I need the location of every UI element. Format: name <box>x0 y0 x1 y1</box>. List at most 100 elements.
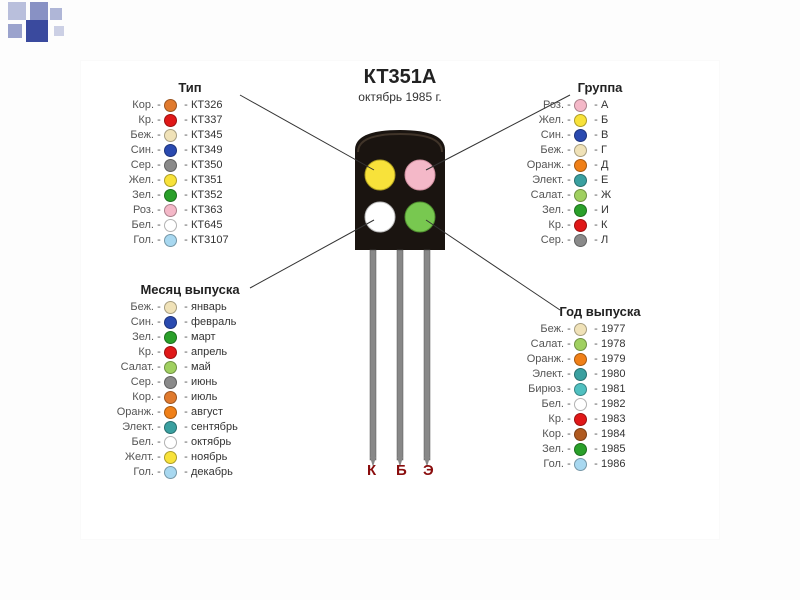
color-swatch <box>164 451 177 464</box>
legend-value: В <box>601 128 608 143</box>
legend-abbr: Сер. <box>100 375 154 390</box>
legend-group: Группа Роз.-- АЖел.-- БСин.-- ВБеж.-- ГО… <box>510 80 690 248</box>
dash: - <box>154 188 164 203</box>
dash: - <box>154 143 164 158</box>
legend-abbr: Зел. <box>510 203 564 218</box>
legend-row: Роз.-- КТ363 <box>100 203 280 218</box>
color-swatch <box>574 144 587 157</box>
dash: - <box>591 128 601 143</box>
legend-abbr: Гол. <box>510 457 564 472</box>
legend-row: Беж.-- КТ345 <box>100 128 280 143</box>
dash: - <box>181 143 191 158</box>
legend-row: Зел.-- И <box>510 203 690 218</box>
legend-row: Кор.-- КТ326 <box>100 98 280 113</box>
legend-month-rows: Беж.-- январьСин.-- февральЗел.-- мартКр… <box>100 300 280 480</box>
legend-abbr: Роз. <box>510 98 564 113</box>
legend-abbr: Беж. <box>100 128 154 143</box>
dash: - <box>564 322 574 337</box>
dash: - <box>181 465 191 480</box>
legend-abbr: Салат. <box>510 188 564 203</box>
legend-value: июль <box>191 390 217 405</box>
color-swatch <box>164 159 177 172</box>
corner-decoration <box>0 0 110 55</box>
legend-row: Син.-- КТ349 <box>100 143 280 158</box>
legend-abbr: Жел. <box>510 113 564 128</box>
legend-abbr: Зел. <box>510 442 564 457</box>
legend-row: Элект.-- Е <box>510 173 690 188</box>
color-swatch <box>574 234 587 247</box>
legend-abbr: Беж. <box>510 322 564 337</box>
legend-value: 1983 <box>601 412 625 427</box>
dash: - <box>591 233 601 248</box>
legend-value: КТ645 <box>191 218 222 233</box>
dash: - <box>181 435 191 450</box>
dash: - <box>181 218 191 233</box>
legend-abbr: Беж. <box>510 143 564 158</box>
color-swatch <box>574 219 587 232</box>
color-swatch <box>164 174 177 187</box>
legend-value: 1981 <box>601 382 625 397</box>
legend-abbr: Бел. <box>100 435 154 450</box>
legend-value: Л <box>601 233 608 248</box>
color-swatch <box>574 383 587 396</box>
legend-abbr: Элект. <box>510 367 564 382</box>
color-swatch <box>164 99 177 112</box>
dash: - <box>564 158 574 173</box>
legend-row: Сер.-- КТ350 <box>100 158 280 173</box>
color-swatch <box>574 353 587 366</box>
legend-row: Сер.-- июнь <box>100 375 280 390</box>
legend-abbr: Кор. <box>100 98 154 113</box>
dash: - <box>181 98 191 113</box>
color-swatch <box>164 129 177 142</box>
dash: - <box>181 113 191 128</box>
legend-row: Элект.-- сентябрь <box>100 420 280 435</box>
legend-row: Зел.-- март <box>100 330 280 345</box>
legend-value: 1986 <box>601 457 625 472</box>
legend-year-rows: Беж.-- 1977Салат.-- 1978Оранж.-- 1979Эле… <box>510 322 690 472</box>
legend-row: Гол.-- декабрь <box>100 465 280 480</box>
legend-abbr: Кор. <box>510 427 564 442</box>
legend-value: Б <box>601 113 608 128</box>
legend-abbr: Салат. <box>510 337 564 352</box>
dash: - <box>181 375 191 390</box>
legend-abbr: Кр. <box>510 412 564 427</box>
color-swatch <box>164 144 177 157</box>
dash: - <box>564 442 574 457</box>
dash: - <box>564 367 574 382</box>
legend-value: Г <box>601 143 607 158</box>
dash: - <box>154 330 164 345</box>
color-swatch <box>574 458 587 471</box>
color-swatch <box>164 189 177 202</box>
legend-type-rows: Кор.-- КТ326Кр.-- КТ337Беж.-- КТ345Син.-… <box>100 98 280 248</box>
dash: - <box>154 158 164 173</box>
legend-row: Жел.-- Б <box>510 113 690 128</box>
dash: - <box>154 315 164 330</box>
legend-row: Син.-- февраль <box>100 315 280 330</box>
dash: - <box>154 405 164 420</box>
legend-row: Беж.-- Г <box>510 143 690 158</box>
color-swatch <box>164 376 177 389</box>
color-swatch <box>574 99 587 112</box>
legend-abbr: Жел. <box>100 173 154 188</box>
legend-row: Бел.-- КТ645 <box>100 218 280 233</box>
legend-row: Син.-- В <box>510 128 690 143</box>
legend-value: КТ345 <box>191 128 222 143</box>
legend-row: Оранж.-- Д <box>510 158 690 173</box>
color-swatch <box>574 159 587 172</box>
legend-value: КТ326 <box>191 98 222 113</box>
legend-value: ноябрь <box>191 450 227 465</box>
dash: - <box>154 218 164 233</box>
legend-value: август <box>191 405 223 420</box>
legend-value: КТ337 <box>191 113 222 128</box>
dash: - <box>154 300 164 315</box>
legend-row: Элект.-- 1980 <box>510 367 690 382</box>
legend-value: октябрь <box>191 435 231 450</box>
legend-value: январь <box>191 300 227 315</box>
legend-row: Кор.-- июль <box>100 390 280 405</box>
legend-abbr: Гол. <box>100 233 154 248</box>
legend-abbr: Кр. <box>510 218 564 233</box>
legend-value: К <box>601 218 607 233</box>
legend-value: КТ351 <box>191 173 222 188</box>
color-swatch <box>164 301 177 314</box>
legend-row: Зел.-- КТ352 <box>100 188 280 203</box>
